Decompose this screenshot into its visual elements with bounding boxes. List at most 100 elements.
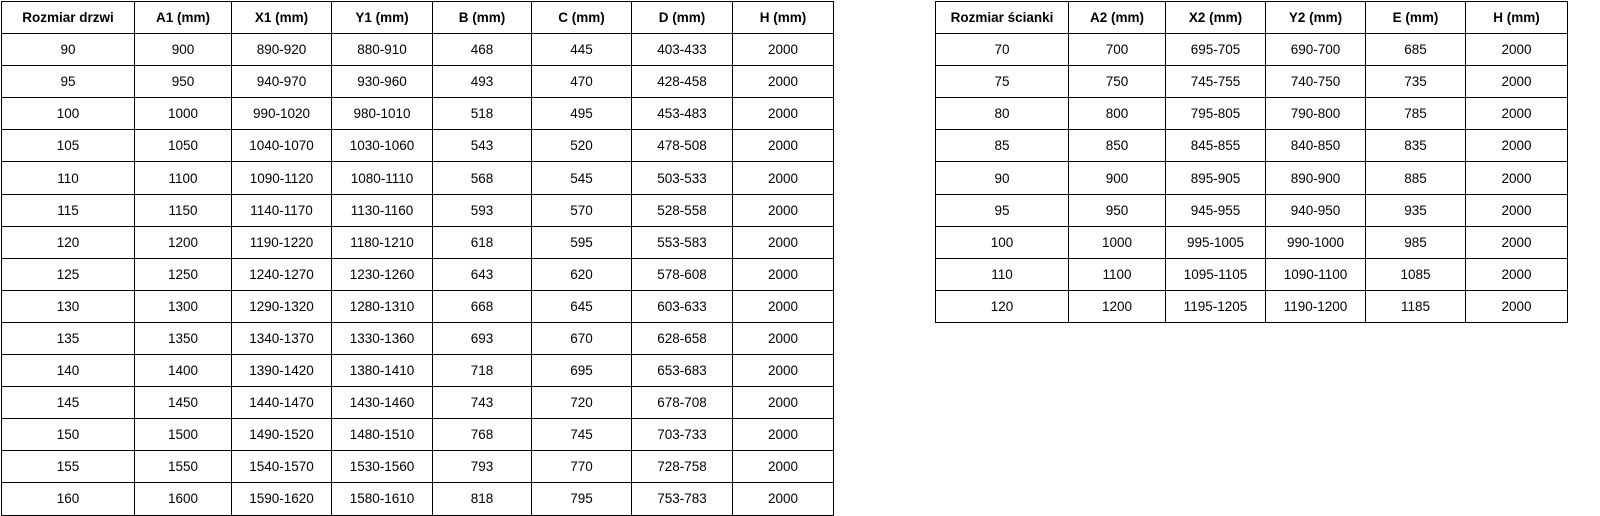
table-cell: 685: [1365, 33, 1466, 67]
table-cell: 1000: [1068, 225, 1166, 259]
table-cell: 720: [531, 386, 632, 420]
table-cell: 1095-1105: [1165, 257, 1266, 291]
table-cell: 1050: [134, 129, 232, 163]
table-cell: 795: [531, 482, 632, 516]
table-cell: 1400: [134, 354, 232, 388]
table-cell: 90: [1, 33, 135, 67]
table-cell: 800: [1068, 97, 1166, 131]
table-cell: 130: [1, 289, 135, 323]
table-cell: 1195-1205: [1165, 289, 1266, 323]
table-row: 85 850 845-855 840-850 835 2000: [935, 129, 1568, 163]
table-cell: 593: [432, 193, 532, 227]
table-cell: 568: [432, 161, 532, 195]
table-row: 145 1450 1440-1470 1430-1460 743 720 678-708 20…: [1, 386, 834, 420]
table-cell: 1190-1200: [1265, 289, 1366, 323]
table-cell: 1500: [134, 418, 232, 452]
table-cell: 1140-1170: [231, 193, 332, 227]
table-row: 90 900 895-905 890-900 885 2000: [935, 161, 1568, 195]
door-size-table: Rozmiar drzwi A1 (mm) X1 (mm) Y1 (mm) B (mm)…: [1, 0, 834, 516]
table-cell: 1430-1460: [331, 386, 433, 420]
table-cell: 1480-1510: [331, 418, 433, 452]
table-row: 120 1200 1190-1220 1180-1210 618 595 553-583 20…: [1, 225, 834, 259]
table-cell: 2000: [732, 257, 834, 291]
table-cell: 818: [432, 482, 532, 516]
table-cell: 1540-1570: [231, 450, 332, 484]
table-cell: 628-658: [631, 321, 733, 356]
table-cell: 493: [432, 65, 532, 99]
column-header: Y2 (mm): [1265, 0, 1366, 35]
column-header: Rozmiar ścianki: [935, 0, 1069, 35]
table-cell: 980-1010: [331, 97, 433, 131]
column-header: Rozmiar drzwi: [1, 0, 135, 35]
table-cell: 740-750: [1265, 65, 1366, 99]
table-cell: 1240-1270: [231, 257, 332, 291]
table-cell: 2000: [1465, 97, 1568, 131]
table-cell: 890-920: [231, 33, 332, 67]
table-cell: 770: [531, 450, 632, 484]
header-row: Rozmiar ścianki A2 (mm) X2 (mm) Y2 (mm) E (m…: [935, 0, 1568, 35]
table-cell: 990-1020: [231, 97, 332, 131]
table-cell: 105: [1, 129, 135, 163]
table-cell: 110: [1, 161, 135, 195]
header-row: Rozmiar drzwi A1 (mm) X1 (mm) Y1 (mm) B (mm)…: [1, 0, 834, 35]
table-row: 120 1200 1195-1205 1190-1200 1185 2000: [935, 289, 1568, 323]
table-cell: 1190-1220: [231, 225, 332, 259]
table-cell: 930-960: [331, 65, 433, 99]
table-cell: 2000: [732, 482, 834, 516]
table-cell: 940-950: [1265, 193, 1366, 227]
table-cell: 753-783: [631, 482, 733, 516]
table-cell: 1000: [134, 97, 232, 131]
table-row: 135 1350 1340-1370 1330-1360 693 670 628-658 20…: [1, 321, 834, 356]
table-cell: 2000: [732, 129, 834, 163]
table-cell: 793: [432, 450, 532, 484]
table-cell: 503-533: [631, 161, 733, 195]
table-cell: 453-483: [631, 97, 733, 131]
table-cell: 700: [1068, 33, 1166, 67]
table-cell: 100: [935, 225, 1069, 259]
table-row: 115 1150 1140-1170 1130-1160 593 570 528-558 20…: [1, 193, 834, 227]
table-cell: 885: [1365, 161, 1466, 195]
table-cell: 545: [531, 161, 632, 195]
table-cell: 2000: [732, 289, 834, 323]
table-cell: 1090-1100: [1265, 257, 1366, 291]
table-row: 110 1100 1090-1120 1080-1110 568 545 503-533 20…: [1, 161, 834, 195]
table-cell: 2000: [1465, 257, 1568, 291]
table-cell: 1100: [1068, 257, 1166, 291]
table-cell: 553-583: [631, 225, 733, 259]
table-cell: 950: [134, 65, 232, 99]
table-cell: 85: [935, 129, 1069, 163]
table-cell: 1290-1320: [231, 289, 332, 323]
table-cell: 1590-1620: [231, 482, 332, 516]
column-header: E (mm): [1365, 0, 1466, 35]
table-cell: 115: [1, 193, 135, 227]
column-header: H (mm): [1465, 0, 1568, 35]
table-cell: 468: [432, 33, 532, 67]
table-cell: 1250: [134, 257, 232, 291]
table-cell: 1150: [134, 193, 232, 227]
table-cell: 2000: [1465, 289, 1568, 323]
table-cell: 2000: [732, 321, 834, 356]
table-row: 150 1500 1490-1520 1480-1510 768 745 703-733 20…: [1, 418, 834, 452]
table-cell: 845-855: [1165, 129, 1266, 163]
table-cell: 1580-1610: [331, 482, 433, 516]
table-cell: 1130-1160: [331, 193, 433, 227]
table-cell: 100: [1, 97, 135, 131]
wall-size-table: Rozmiar ścianki A2 (mm) X2 (mm) Y2 (mm) E (m…: [935, 0, 1568, 323]
table-cell: 1380-1410: [331, 354, 433, 388]
table-cell: 1200: [1068, 289, 1166, 323]
table-cell: 520: [531, 129, 632, 163]
table-cell: 695: [531, 354, 632, 388]
table-cell: 1330-1360: [331, 321, 433, 356]
table-cell: 690-700: [1265, 33, 1366, 67]
table-cell: 1390-1420: [231, 354, 332, 388]
table-cell: 2000: [732, 418, 834, 452]
column-header: Y1 (mm): [331, 0, 433, 35]
table-row: 90 900 890-920 880-910 468 445 403-433 2000: [1, 33, 834, 67]
table-row: 125 1250 1240-1270 1230-1260 643 620 578-608 20…: [1, 257, 834, 291]
table-cell: 990-1000: [1265, 225, 1366, 259]
table-cell: 570: [531, 193, 632, 227]
table-row: 100 1000 995-1005 990-1000 985 2000: [935, 225, 1568, 259]
table-cell: 110: [935, 257, 1069, 291]
table-cell: 850: [1068, 129, 1166, 163]
table-cell: 1180-1210: [331, 225, 433, 259]
